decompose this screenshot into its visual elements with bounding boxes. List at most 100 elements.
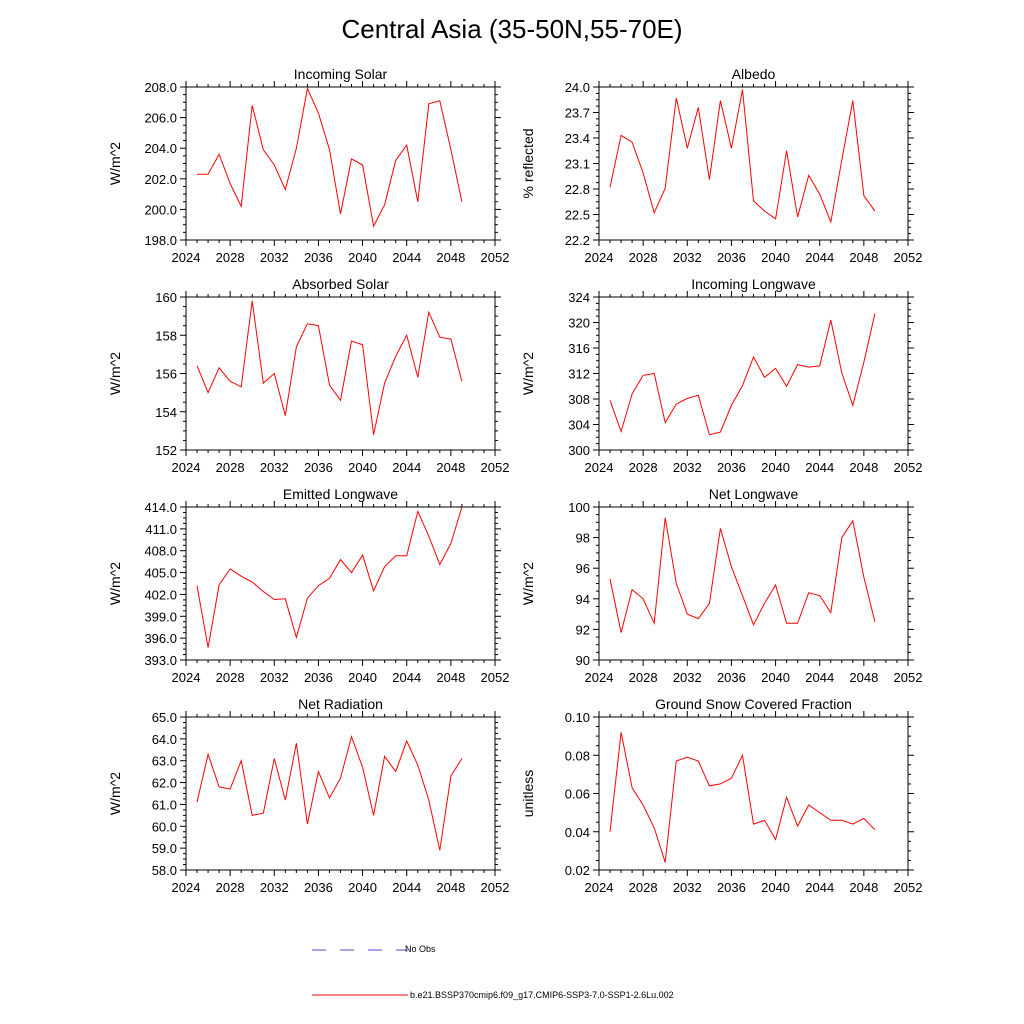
y-tick-label: 58.0: [152, 863, 177, 878]
x-tick-label: 2036: [304, 880, 333, 895]
y-axis-label: W/m^2: [107, 562, 123, 605]
y-tick-label: 396.0: [144, 631, 177, 646]
x-tick-label: 2048: [436, 880, 465, 895]
panel-title: Ground Snow Covered Fraction: [655, 696, 852, 712]
panel-title: Net Radiation: [298, 696, 383, 712]
y-tick-label: 60.0: [152, 819, 177, 834]
x-tick-label: 2028: [629, 670, 658, 685]
y-tick-label: 202.0: [144, 172, 177, 187]
x-tick-label: 2040: [761, 880, 790, 895]
x-tick-label: 2044: [805, 250, 834, 265]
legend-obs-label: No Obs: [405, 944, 436, 954]
y-tick-label: 65.0: [152, 710, 177, 725]
x-tick-label: 2048: [849, 880, 878, 895]
panel-title: Incoming Solar: [294, 66, 388, 82]
plot-frame: [185, 296, 496, 451]
y-axis-label: W/m^2: [520, 352, 536, 395]
y-tick-label: 206.0: [144, 111, 177, 126]
y-tick-label: 158: [155, 328, 177, 343]
y-tick-label: 204.0: [144, 141, 177, 156]
x-tick-label: 2052: [894, 880, 923, 895]
x-tick-label: 2052: [894, 250, 923, 265]
x-tick-label: 2040: [348, 670, 377, 685]
y-tick-label: 63.0: [152, 754, 177, 769]
plot-frame: [598, 716, 909, 871]
x-tick-label: 2040: [761, 460, 790, 475]
x-tick-label: 2028: [216, 250, 245, 265]
y-tick-label: 61.0: [152, 797, 177, 812]
x-tick-label: 2040: [348, 250, 377, 265]
y-tick-label: 22.8: [565, 182, 590, 197]
x-tick-label: 2044: [805, 460, 834, 475]
x-tick-label: 2032: [260, 460, 289, 475]
panel-6: Net Longwave W/m^2 2024 2028 2032 2036 2040 204…: [520, 486, 922, 685]
panel-7: Net Radiation W/m^2 2024 2028 2032 2036 2040 20…: [107, 696, 509, 895]
y-tick-label: 156: [155, 367, 177, 382]
y-tick-label: 90: [576, 653, 590, 668]
plot-frame: [185, 506, 496, 661]
x-tick-label: 2028: [629, 460, 658, 475]
y-tick-label: 94: [576, 592, 590, 607]
y-tick-label: 23.1: [565, 157, 590, 172]
x-tick-label: 2028: [629, 250, 658, 265]
x-tick-label: 2028: [216, 670, 245, 685]
y-tick-label: 154: [155, 405, 177, 420]
y-tick-label: 393.0: [144, 653, 177, 668]
y-tick-label: 408.0: [144, 544, 177, 559]
x-tick-label: 2032: [260, 880, 289, 895]
x-tick-label: 2032: [260, 670, 289, 685]
x-tick-label: 2048: [436, 460, 465, 475]
y-tick-label: 324: [568, 290, 590, 305]
y-tick-label: 22.5: [565, 208, 590, 223]
panel-title: Absorbed Solar: [292, 276, 389, 292]
page-title: Central Asia (35-50N,55-70E): [341, 14, 683, 44]
y-axis-label: W/m^2: [520, 562, 536, 605]
plot-frame: [598, 296, 909, 451]
x-tick-label: 2036: [304, 670, 333, 685]
panel-2: Albedo % reflected 2024 2028 2032 2036 2040 204…: [520, 66, 922, 265]
x-tick-label: 2052: [894, 460, 923, 475]
series-line: [609, 313, 876, 436]
y-tick-label: 405.0: [144, 566, 177, 581]
x-tick-label: 2048: [436, 250, 465, 265]
x-tick-label: 2052: [894, 670, 923, 685]
panel-4: Incoming Longwave W/m^2 2024 2028 2032 2036 20…: [520, 276, 922, 475]
panel-3: Absorbed Solar W/m^2 2024 2028 2032 2036 2040 2…: [107, 276, 509, 475]
y-axis-label: W/m^2: [107, 352, 123, 395]
x-tick-label: 2032: [673, 670, 702, 685]
panel-5: Emitted Longwave W/m^2 2024 2028 2032 2036 204…: [107, 486, 509, 685]
x-tick-label: 2044: [805, 670, 834, 685]
x-tick-label: 2048: [849, 670, 878, 685]
y-axis-label: unitless: [520, 770, 536, 817]
x-tick-label: 2040: [348, 880, 377, 895]
x-tick-label: 2040: [761, 670, 790, 685]
y-tick-label: 100: [568, 500, 590, 515]
x-tick-label: 2036: [717, 460, 746, 475]
series-line: [609, 89, 876, 224]
x-tick-label: 2044: [805, 880, 834, 895]
series-line: [196, 506, 463, 648]
x-tick-label: 2024: [172, 670, 201, 685]
x-tick-label: 2032: [260, 250, 289, 265]
x-tick-label: 2028: [629, 880, 658, 895]
y-tick-label: 414.0: [144, 500, 177, 515]
y-tick-label: 200.0: [144, 202, 177, 217]
x-tick-label: 2024: [172, 460, 201, 475]
x-tick-label: 2048: [849, 460, 878, 475]
series-line: [609, 732, 876, 863]
y-tick-label: 198.0: [144, 233, 177, 248]
y-tick-label: 98: [576, 531, 590, 546]
series-line: [197, 86, 463, 228]
x-tick-label: 2032: [673, 880, 702, 895]
plot-frame: [598, 86, 909, 241]
y-tick-label: 96: [576, 561, 590, 576]
y-tick-label: 64.0: [152, 732, 177, 747]
y-tick-label: 208.0: [144, 80, 177, 95]
x-tick-label: 2044: [392, 670, 421, 685]
panel-title: Emitted Longwave: [283, 486, 398, 502]
series-line: [609, 517, 876, 633]
x-tick-label: 2044: [392, 460, 421, 475]
y-tick-label: 160: [155, 290, 177, 305]
x-tick-label: 2036: [304, 250, 333, 265]
